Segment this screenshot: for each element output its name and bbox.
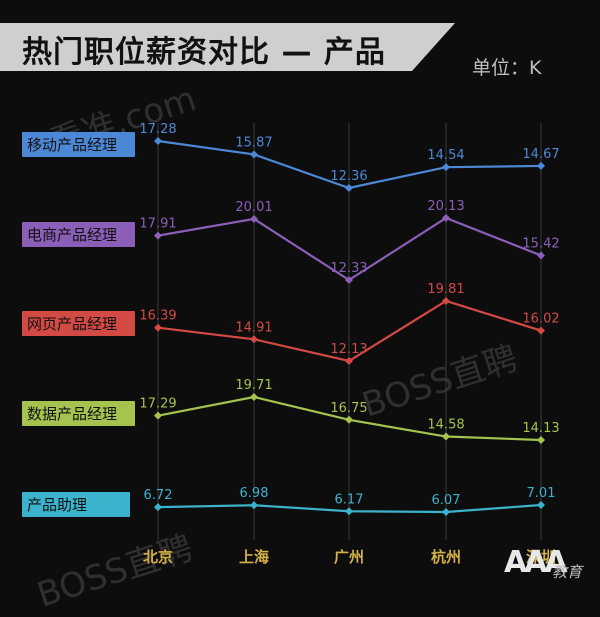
point-s4-1 bbox=[154, 411, 162, 420]
point-s3-4 bbox=[442, 297, 450, 305]
point-s4-2 bbox=[250, 393, 258, 401]
data-label-s3-1: 16.39 bbox=[139, 309, 176, 324]
data-label-s5-4: 6.07 bbox=[432, 493, 461, 508]
data-label-s2-3: 12.33 bbox=[330, 261, 367, 276]
point-s4-3 bbox=[345, 415, 353, 424]
legend-box-5 bbox=[22, 492, 130, 517]
point-s5-4 bbox=[442, 508, 450, 516]
line-chart: 北京 上海 广州 杭州 深圳 移动产品经理 17.28 15.87 12.36 14.54 14.6… bbox=[22, 122, 560, 566]
point-s3-1 bbox=[154, 323, 162, 332]
data-label-s5-5: 7.01 bbox=[527, 486, 556, 501]
point-s1-2 bbox=[250, 150, 258, 159]
point-s3-5 bbox=[537, 326, 545, 335]
point-s2-4 bbox=[442, 214, 450, 222]
legend-box-3 bbox=[22, 311, 135, 336]
legend-label-2: 电商产品经理 bbox=[27, 226, 117, 244]
legend-label-1: 移动产品经理 bbox=[27, 136, 117, 154]
data-label-s3-3: 12.13 bbox=[330, 342, 367, 357]
point-s4-5 bbox=[537, 436, 545, 444]
logo-subtitle: 教育 bbox=[552, 563, 583, 581]
point-s2-3 bbox=[345, 276, 353, 284]
legend-box-4 bbox=[22, 401, 135, 426]
title-banner bbox=[0, 23, 455, 71]
data-label-s3-4: 19.81 bbox=[427, 282, 464, 297]
x-tick-label-3: 广州 bbox=[334, 548, 364, 566]
point-s2-5 bbox=[537, 251, 545, 260]
point-s3-2 bbox=[250, 335, 258, 344]
legend-label-4: 数据产品经理 bbox=[27, 405, 117, 423]
data-label-s2-2: 20.01 bbox=[235, 200, 272, 215]
data-label-s5-2: 6.98 bbox=[240, 486, 269, 501]
data-label-s3-2: 14.91 bbox=[235, 320, 272, 335]
data-label-s1-3: 12.36 bbox=[330, 169, 367, 184]
legend-box-1 bbox=[22, 132, 135, 157]
point-s5-3 bbox=[345, 507, 353, 516]
data-label-s1-4: 14.54 bbox=[427, 148, 464, 163]
point-s1-1 bbox=[154, 137, 162, 145]
data-label-s4-4: 14.58 bbox=[427, 418, 464, 433]
data-label-s1-2: 15.87 bbox=[235, 135, 272, 150]
point-s5-5 bbox=[537, 501, 545, 509]
point-s2-2 bbox=[250, 214, 258, 223]
data-label-s2-4: 20.13 bbox=[427, 199, 464, 214]
x-tick-label-5: 深圳 bbox=[526, 548, 556, 566]
data-label-s3-5: 16.02 bbox=[522, 312, 559, 327]
data-label-s5-1: 6.72 bbox=[144, 488, 173, 503]
x-tick-label-1: 北京 bbox=[143, 548, 173, 566]
point-s1-4 bbox=[442, 163, 450, 172]
data-label-s1-5: 14.67 bbox=[522, 147, 559, 162]
x-tick-label-2: 上海 bbox=[239, 548, 269, 566]
data-label-s4-1: 17.29 bbox=[139, 397, 176, 412]
point-s5-2 bbox=[250, 501, 258, 510]
legend-label-5: 产品助理 bbox=[27, 496, 87, 514]
data-label-s2-1: 17.91 bbox=[139, 217, 176, 232]
unit-label: 单位：K bbox=[472, 57, 542, 79]
data-label-s1-1: 17.28 bbox=[139, 122, 176, 137]
logo-mark: AAA bbox=[504, 545, 568, 580]
chart-canvas: 热门职位薪资对比 — 产品 单位：K 看准.com BOSS直聘 BOSS直聘 … bbox=[0, 23, 583, 616]
data-label-s5-3: 6.17 bbox=[335, 492, 364, 507]
point-s3-3 bbox=[345, 357, 353, 365]
title-banner-shape bbox=[0, 23, 455, 71]
data-label-s4-3: 16.75 bbox=[330, 401, 367, 416]
data-label-s4-2: 19.71 bbox=[235, 378, 272, 393]
point-s1-5 bbox=[537, 161, 545, 170]
x-tick-label-4: 杭州 bbox=[431, 548, 461, 566]
legend-box-2 bbox=[22, 222, 135, 247]
legend-label-3: 网页产品经理 bbox=[27, 315, 117, 333]
point-s5-1 bbox=[154, 503, 162, 512]
point-s4-4 bbox=[442, 432, 450, 441]
point-s1-3 bbox=[345, 184, 353, 192]
chart-title: 热门职位薪资对比 — 产品 bbox=[22, 35, 386, 70]
data-label-s4-5: 14.13 bbox=[522, 421, 559, 436]
data-label-s2-5: 15.42 bbox=[522, 236, 559, 251]
point-s2-1 bbox=[154, 231, 162, 240]
